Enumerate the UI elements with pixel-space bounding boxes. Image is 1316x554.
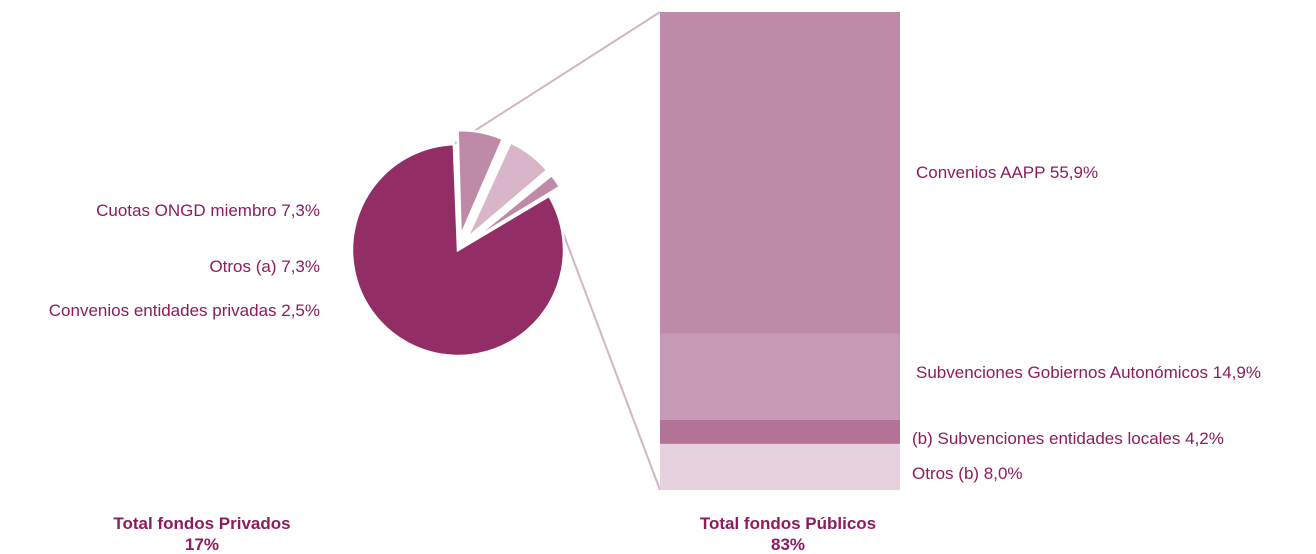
public-total-value: 83% [771, 535, 805, 554]
pie-slice-otros-a [465, 140, 550, 240]
bar-label-otros-b: Otros (b) 8,0% [912, 464, 1023, 483]
pie-slice-total-fondos-publicos [350, 142, 566, 358]
pie-label-convenios-entidades-privadas: Convenios entidades privadas 2,5% [49, 301, 320, 320]
connector-line-top [453, 11, 661, 145]
pie-slice-convenios-entidades-privadas [468, 173, 562, 243]
bar-label-convenios-aapp: Convenios AAPP 55,9% [916, 163, 1098, 182]
bar-segment-convenios-aapp [660, 12, 900, 334]
public-total-label: Total fondos Públicos [700, 514, 876, 533]
bar-label-subvenciones-gobiernos-autonomicos: Subvenciones Gobiernos Autonómicos 14,9% [916, 363, 1261, 382]
bar-segment-otros-b [660, 443, 900, 490]
data-labels: Cuotas ONGD miembro 7,3% Otros (a) 7,3% Co… [49, 163, 1261, 483]
private-total-value: 17% [185, 535, 219, 554]
connector-lines [453, 11, 661, 491]
private-total-label: Total fondos Privados [113, 514, 290, 533]
pie-label-cuotas-ongd-miembro: Cuotas ONGD miembro 7,3% [96, 201, 320, 220]
pie-label-otros-a: Otros (a) 7,3% [209, 257, 320, 276]
bar-segment-subvenciones-gobiernos-autonomicos [660, 333, 900, 420]
pie-slice-cuotas-ongd-miembro [456, 129, 505, 237]
bar-label-subvenciones-entidades-locales: (b) Subvenciones entidades locales 4,2% [912, 429, 1224, 448]
pie-chart [350, 129, 566, 358]
bar-segment-subvenciones-entidades-locales [660, 419, 900, 444]
stacked-bar [660, 12, 900, 490]
connector-line-bottom [548, 195, 661, 491]
